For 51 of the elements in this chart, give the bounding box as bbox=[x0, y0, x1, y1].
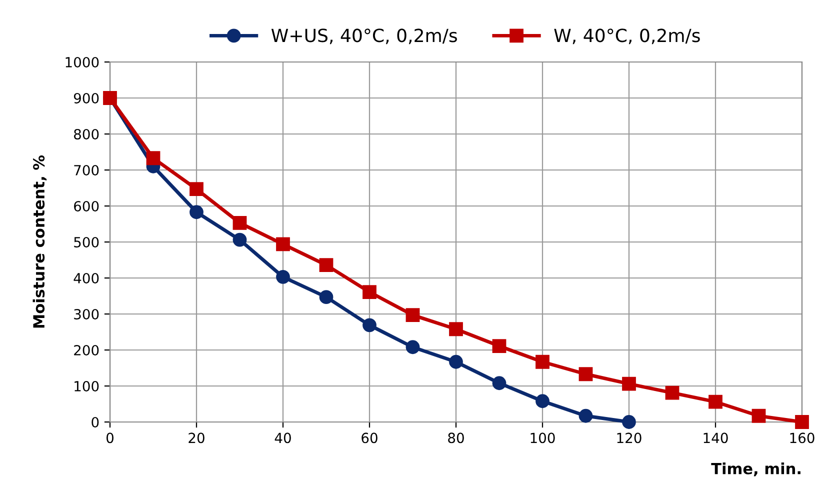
point bbox=[665, 386, 680, 400]
x-tick-label: 20 bbox=[188, 432, 204, 444]
y-tick-label: 800 bbox=[74, 128, 99, 140]
point bbox=[622, 376, 636, 391]
y-tick-label: 900 bbox=[74, 92, 99, 104]
point bbox=[708, 394, 722, 409]
point bbox=[622, 415, 636, 429]
point bbox=[536, 394, 550, 408]
point bbox=[362, 318, 376, 332]
point bbox=[536, 354, 550, 369]
point bbox=[406, 340, 420, 354]
point bbox=[752, 408, 766, 423]
x-tick-label: 100 bbox=[530, 432, 555, 444]
y-tick-label: 700 bbox=[74, 164, 99, 176]
point bbox=[362, 285, 376, 299]
y-tick-label: 400 bbox=[74, 272, 99, 284]
x-tick-label: 0 bbox=[106, 432, 114, 444]
y-tick-label: 300 bbox=[74, 308, 99, 320]
point bbox=[492, 376, 506, 390]
point bbox=[319, 258, 334, 272]
x-tick-label: 140 bbox=[704, 432, 728, 444]
x-tick-label: 40 bbox=[274, 432, 291, 444]
x-tick-label: 80 bbox=[448, 432, 464, 444]
point bbox=[319, 290, 334, 304]
y-axis-title: Moisture content, % bbox=[32, 155, 47, 328]
point bbox=[449, 354, 463, 369]
y-tick-label: 0 bbox=[92, 416, 99, 428]
y-tick-label: 200 bbox=[74, 344, 99, 356]
point bbox=[276, 270, 290, 284]
x-tick-label: 120 bbox=[617, 432, 642, 444]
y-tick-label: 500 bbox=[74, 236, 99, 248]
point bbox=[449, 322, 463, 336]
point bbox=[146, 151, 160, 166]
point bbox=[578, 408, 593, 423]
legend-label: W+US, 40°C, 0,2m/s bbox=[271, 28, 457, 44]
y-tick-label: 600 bbox=[74, 200, 99, 212]
x-tick-label: 60 bbox=[362, 432, 378, 444]
point bbox=[232, 216, 247, 230]
y-tick-label: 100 bbox=[74, 380, 99, 392]
point bbox=[406, 308, 420, 322]
point bbox=[492, 339, 506, 353]
x-tick-label: 160 bbox=[790, 432, 814, 444]
point bbox=[578, 367, 593, 382]
legend-label: W, 40°C, 0,2m/s bbox=[554, 28, 700, 44]
point bbox=[190, 182, 204, 196]
y-tick-label: 1000 bbox=[66, 56, 99, 68]
point bbox=[232, 232, 247, 247]
point bbox=[276, 237, 290, 252]
point bbox=[795, 415, 809, 429]
x-axis-title: Time, min. bbox=[711, 462, 800, 476]
point bbox=[190, 205, 204, 220]
